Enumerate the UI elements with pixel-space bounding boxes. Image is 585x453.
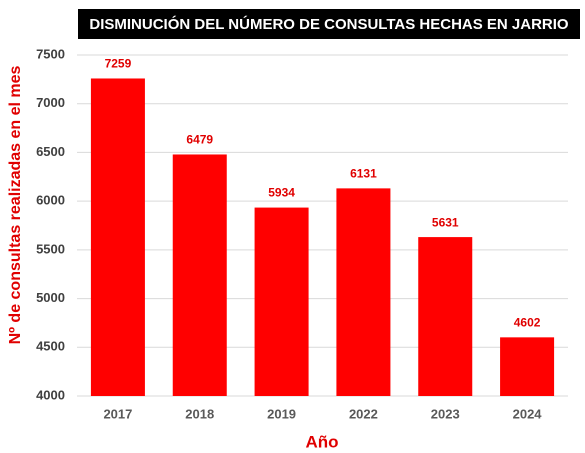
data-label: 5631 [432,215,459,229]
title-box [78,9,580,39]
bar [418,237,473,396]
y-tick-label: 4500 [36,339,65,354]
y-axis-label: Nº de consultas realizadas en el mes [7,65,24,344]
y-tick-label: 5500 [36,241,65,256]
y-tick-label: 4000 [36,387,65,402]
bar [336,188,391,396]
bar [500,337,555,396]
data-label: 5934 [268,186,295,200]
data-label: 4602 [514,316,541,330]
data-label: 6479 [186,133,213,147]
y-tick-label: 5000 [36,290,65,305]
y-tick-label: 6000 [36,193,65,208]
bar [90,78,145,396]
x-tick-label: 2024 [513,406,543,421]
y-tick-label: 7500 [36,46,65,61]
bar [172,154,227,396]
data-label: 7259 [105,57,132,71]
x-tick-label: 2017 [103,406,132,421]
x-tick-label: 2019 [267,406,296,421]
y-tick-label: 6500 [36,144,65,159]
chart-title: DISMINUCIÓN DEL NÚMERO DE CONSULTAS HECH… [89,15,569,33]
y-tick-label: 7000 [36,95,65,110]
x-tick-label: 2022 [349,406,378,421]
x-tick-label: 2018 [185,406,214,421]
x-axis-label: Año [305,432,338,451]
data-label: 6131 [350,167,377,181]
x-tick-label: 2023 [431,406,460,421]
bar [254,207,309,396]
